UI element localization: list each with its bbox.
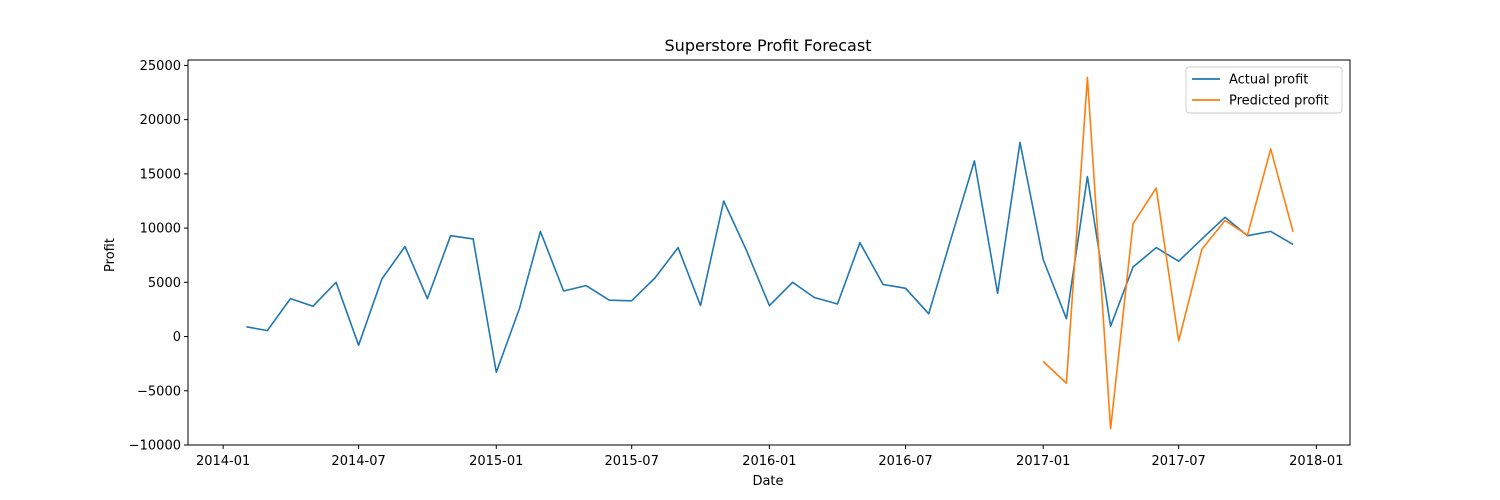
x-tick-label: 2018-01: [1289, 454, 1343, 469]
y-tick-label: 0: [173, 330, 181, 345]
x-tick-label: 2017-07: [1151, 454, 1205, 469]
series-line-actual: [246, 141, 1294, 374]
legend-label-actual: Actual profit: [1229, 73, 1308, 88]
legend-label-predicted: Predicted profit: [1229, 94, 1329, 109]
x-tick-label: 2015-01: [469, 454, 523, 469]
x-axis-label: Date: [752, 474, 783, 489]
y-tick-label: 10000: [140, 222, 181, 237]
x-tick-label: 2014-01: [196, 454, 250, 469]
x-tick-label: 2015-07: [605, 454, 659, 469]
y-tick-label: −5000: [137, 384, 181, 399]
series-line-predicted: [1042, 76, 1294, 430]
x-tick-label: 2016-07: [878, 454, 932, 469]
x-tick-label: 2014-07: [331, 454, 385, 469]
plot-frame: [187, 59, 1351, 446]
y-tick-label: 15000: [140, 167, 181, 182]
y-tick-label: 20000: [140, 113, 181, 128]
y-tick-label: −10000: [129, 439, 181, 454]
x-tick-label: 2017-01: [1016, 454, 1070, 469]
y-tick-label: 25000: [140, 59, 181, 74]
legend-box: [1185, 66, 1343, 114]
chart-title: Superstore Profit Forecast: [665, 36, 872, 55]
y-axis-label: Profit: [103, 238, 118, 272]
y-tick-label: 5000: [148, 276, 181, 291]
plot-area: 2014-01 2014-07 2015-01 2015-07 2016-01 2016-…: [129, 59, 1351, 469]
legend: Actual profit Predicted profit: [1185, 66, 1343, 114]
x-tick-label: 2016-01: [742, 454, 796, 469]
